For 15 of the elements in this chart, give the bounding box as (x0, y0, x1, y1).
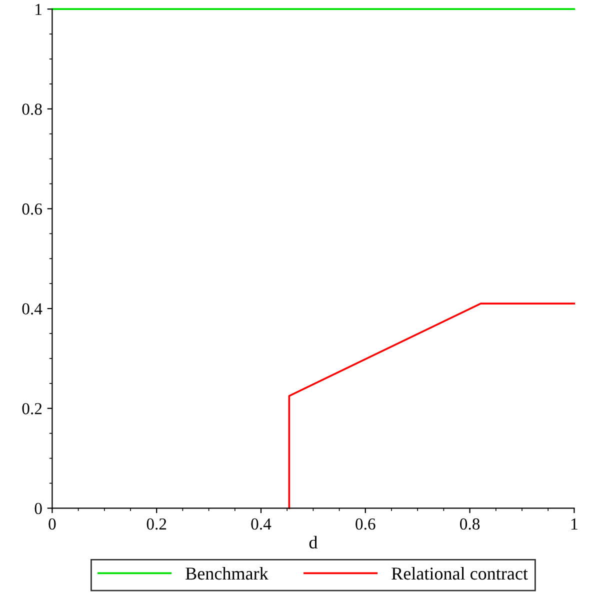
y-tick-label: 0 (34, 502, 42, 514)
legend-label: Relational contract (392, 566, 528, 580)
y-tick-label: 0.6 (22, 203, 42, 215)
x-tick-label: 0.8 (460, 518, 480, 530)
y-tick-label: 0.4 (22, 303, 42, 315)
x-tick-label: 0 (48, 518, 56, 530)
x-tick-label: 1 (572, 518, 578, 530)
x-tick-label: 0.6 (356, 518, 376, 530)
legend-label: Benchmark (186, 566, 268, 580)
y-tick-label: 1 (36, 4, 42, 15)
x-tick-label: 0.2 (146, 518, 166, 530)
y-tick-label: 0.2 (22, 403, 42, 414)
x-axis-title: d (309, 536, 318, 549)
x-tick-label: 0.4 (251, 518, 272, 530)
y-tick-label: 0.8 (22, 104, 42, 115)
